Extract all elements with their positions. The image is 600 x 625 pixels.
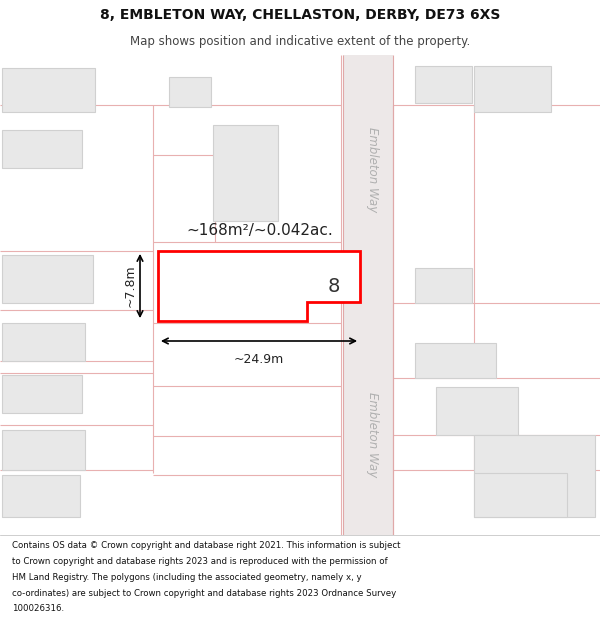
Bar <box>2 430 85 470</box>
Text: co-ordinates) are subject to Crown copyright and database rights 2023 Ordnance S: co-ordinates) are subject to Crown copyr… <box>12 589 396 598</box>
Bar <box>343 55 393 535</box>
Bar <box>2 255 93 303</box>
Bar <box>169 77 211 107</box>
Text: Embleton Way: Embleton Way <box>365 392 379 478</box>
Text: Contains OS data © Crown copyright and database right 2021. This information is : Contains OS data © Crown copyright and d… <box>12 541 401 550</box>
Polygon shape <box>158 251 360 321</box>
Bar <box>474 435 595 517</box>
Bar <box>2 68 95 112</box>
Bar <box>474 473 567 517</box>
Bar <box>415 66 472 103</box>
Text: ~24.9m: ~24.9m <box>234 353 284 366</box>
Text: 8, EMBLETON WAY, CHELLASTON, DERBY, DE73 6XS: 8, EMBLETON WAY, CHELLASTON, DERBY, DE73… <box>100 8 500 22</box>
Text: Embleton Way: Embleton Way <box>365 127 379 212</box>
Text: 8: 8 <box>328 276 340 296</box>
Bar <box>415 343 496 378</box>
Bar <box>415 268 472 303</box>
Text: 100026316.: 100026316. <box>12 604 64 613</box>
Text: HM Land Registry. The polygons (including the associated geometry, namely x, y: HM Land Registry. The polygons (includin… <box>12 572 362 582</box>
Bar <box>474 66 551 112</box>
Text: ~7.8m: ~7.8m <box>124 265 137 308</box>
Text: to Crown copyright and database rights 2023 and is reproduced with the permissio: to Crown copyright and database rights 2… <box>12 557 388 566</box>
Bar <box>213 125 278 221</box>
Bar <box>2 475 80 517</box>
Bar <box>2 323 85 361</box>
Bar <box>2 130 82 168</box>
Bar <box>2 375 82 413</box>
Text: Map shows position and indicative extent of the property.: Map shows position and indicative extent… <box>130 35 470 48</box>
Text: ~168m²/~0.042ac.: ~168m²/~0.042ac. <box>187 224 334 239</box>
Bar <box>436 387 518 435</box>
